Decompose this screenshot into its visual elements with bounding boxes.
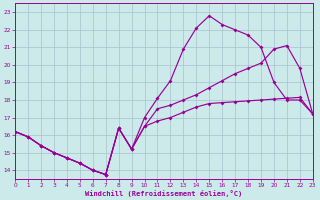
X-axis label: Windchill (Refroidissement éolien,°C): Windchill (Refroidissement éolien,°C)	[85, 190, 243, 197]
